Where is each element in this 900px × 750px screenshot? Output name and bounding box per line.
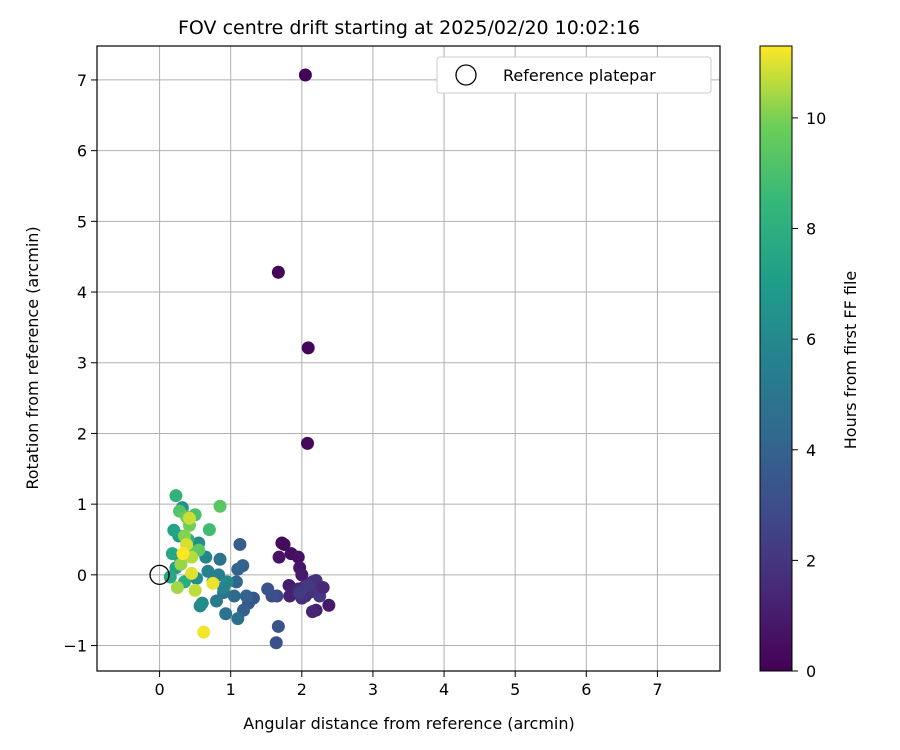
data-point [213, 552, 227, 566]
data-point [188, 583, 202, 597]
data-point [271, 619, 285, 633]
plot-frame [96, 45, 721, 672]
colorbar-tick-label: 10 [806, 109, 826, 128]
colorbar [759, 45, 793, 672]
data-point [170, 581, 184, 595]
data-point [165, 547, 179, 561]
y-tick-label: 1 [77, 495, 87, 514]
x-axis-ticks: 0 1 2 3 4 5 6 7 [154, 671, 663, 699]
y-tick-label: 5 [77, 212, 87, 231]
data-point [197, 625, 211, 639]
chart-title: FOV centre drift starting at 2025/02/20 … [178, 17, 640, 39]
data-point [231, 612, 245, 626]
data-point [271, 265, 285, 279]
data-point [269, 636, 283, 650]
data-point [176, 547, 190, 561]
data-point [174, 557, 188, 571]
data-point [298, 68, 312, 82]
x-tick-label: 4 [439, 680, 449, 699]
y-axis-title: Rotation from reference (arcmin) [23, 226, 42, 489]
colorbar-tick-label: 4 [806, 441, 816, 460]
data-point [272, 550, 286, 564]
colorbar-tick-label: 6 [806, 330, 816, 349]
data-point [316, 581, 330, 595]
data-point [229, 575, 243, 589]
data-point [193, 599, 207, 613]
data-points [163, 68, 336, 650]
y-tick-label: 6 [77, 142, 87, 161]
x-tick-label: 1 [226, 680, 236, 699]
x-tick-label: 3 [368, 680, 378, 699]
colorbar-tick-label: 0 [806, 662, 816, 681]
reference-marker-layer [149, 564, 170, 585]
data-point [217, 581, 231, 595]
y-tick-label: 2 [77, 424, 87, 443]
data-point [283, 589, 297, 603]
data-point [219, 607, 233, 621]
data-point [209, 594, 223, 608]
x-tick-label: 0 [154, 680, 164, 699]
data-point [185, 566, 199, 580]
data-point [322, 598, 336, 612]
x-tick-label: 6 [581, 680, 591, 699]
data-point [301, 341, 315, 355]
grid-lines [97, 46, 720, 671]
data-point [213, 499, 227, 513]
data-point [231, 562, 245, 576]
y-tick-label: −1 [63, 637, 87, 656]
colorbar-tick-label: 2 [806, 551, 816, 570]
y-tick-label: 7 [77, 71, 87, 90]
data-point [239, 589, 253, 603]
data-point [293, 586, 307, 600]
data-point [301, 436, 315, 450]
colorbar-tick-label: 8 [806, 220, 816, 239]
legend-reference-marker [455, 64, 477, 86]
data-point [201, 564, 215, 578]
y-axis-ticks: −1 0 1 2 3 4 5 6 7 [63, 71, 97, 656]
x-tick-label: 7 [652, 680, 662, 699]
colorbar-ticks: 0 2 4 6 8 10 [792, 109, 826, 681]
legend-label: Reference platepar [503, 66, 656, 85]
x-tick-label: 5 [510, 680, 520, 699]
data-point [305, 605, 319, 619]
data-point [167, 523, 181, 537]
data-point [202, 523, 216, 537]
y-tick-label: 4 [77, 283, 87, 302]
data-point [233, 537, 247, 551]
data-point [182, 511, 196, 525]
legend-box [436, 56, 712, 94]
data-point [277, 537, 291, 551]
data-point [291, 550, 305, 564]
legend: Reference platepar [436, 56, 712, 94]
data-point [295, 568, 309, 582]
x-tick-label: 2 [297, 680, 307, 699]
y-tick-label: 0 [77, 566, 87, 585]
data-point [227, 589, 241, 603]
data-point [206, 576, 220, 590]
colorbar-label: Hours from first FF file [841, 271, 860, 450]
data-point [261, 582, 275, 596]
y-tick-label: 3 [77, 354, 87, 373]
data-point [169, 489, 183, 503]
reference-platepar-marker [149, 564, 170, 585]
x-axis-title: Angular distance from reference (arcmin) [243, 714, 574, 733]
